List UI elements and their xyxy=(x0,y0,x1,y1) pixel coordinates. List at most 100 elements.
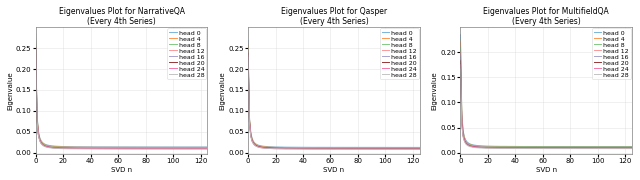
head 0 xyxy=(287,146,294,148)
head 12 xyxy=(182,147,189,149)
head 16 xyxy=(456,55,464,57)
head 24 xyxy=(335,148,342,150)
head 0 xyxy=(32,33,40,35)
head 0 xyxy=(97,146,104,148)
Line: head 28: head 28 xyxy=(248,57,422,149)
head 0 xyxy=(335,146,342,148)
head 12 xyxy=(97,147,104,149)
head 12 xyxy=(74,147,82,149)
head 28 xyxy=(244,56,252,58)
head 24 xyxy=(521,147,529,149)
head 4 xyxy=(419,147,426,149)
Y-axis label: Eigenvalue: Eigenvalue xyxy=(432,71,438,110)
head 16 xyxy=(122,147,130,149)
head 28 xyxy=(287,148,294,150)
head 0 xyxy=(103,146,111,148)
Y-axis label: Eigenvalue: Eigenvalue xyxy=(7,71,13,110)
head 20 xyxy=(32,46,40,48)
head 0 xyxy=(606,145,614,148)
head 12 xyxy=(410,147,418,149)
head 4 xyxy=(206,146,214,148)
head 24 xyxy=(547,147,555,149)
head 4 xyxy=(547,146,555,148)
head 24 xyxy=(206,148,214,150)
head 12 xyxy=(394,147,402,149)
head 28 xyxy=(198,148,205,150)
Line: head 24: head 24 xyxy=(36,49,210,149)
head 4 xyxy=(316,147,323,149)
head 0 xyxy=(182,146,189,148)
head 0 xyxy=(547,145,555,148)
head 20 xyxy=(631,147,639,149)
head 8 xyxy=(198,147,205,149)
head 28 xyxy=(394,148,402,150)
Line: head 4: head 4 xyxy=(248,45,422,148)
head 24 xyxy=(316,148,323,150)
head 28 xyxy=(631,147,639,150)
head 16 xyxy=(287,147,294,150)
head 8 xyxy=(335,147,342,149)
Title: Eigenvalues Plot for NarrativeQA
(Every 4th Series): Eigenvalues Plot for NarrativeQA (Every … xyxy=(58,7,184,26)
head 0 xyxy=(456,34,464,36)
head 16 xyxy=(335,148,342,150)
head 16 xyxy=(623,147,630,149)
head 8 xyxy=(521,146,529,148)
head 20 xyxy=(74,147,82,150)
head 16 xyxy=(74,147,82,149)
Line: head 28: head 28 xyxy=(460,69,635,148)
head 16 xyxy=(547,147,555,149)
head 8 xyxy=(316,147,323,149)
head 12 xyxy=(499,146,507,148)
head 24 xyxy=(308,148,316,150)
head 12 xyxy=(623,147,630,149)
Line: head 4: head 4 xyxy=(460,41,635,147)
head 0 xyxy=(244,39,252,42)
head 24 xyxy=(419,148,426,150)
head 28 xyxy=(499,147,507,150)
head 12 xyxy=(521,146,529,148)
head 24 xyxy=(32,48,40,50)
head 0 xyxy=(521,145,529,148)
head 20 xyxy=(394,148,402,150)
head 16 xyxy=(521,146,529,148)
head 20 xyxy=(547,147,555,149)
Line: head 16: head 16 xyxy=(460,56,635,148)
head 12 xyxy=(244,48,252,50)
head 24 xyxy=(244,54,252,56)
Line: head 12: head 12 xyxy=(460,52,635,148)
head 0 xyxy=(206,146,214,148)
Line: head 8: head 8 xyxy=(248,47,422,148)
head 28 xyxy=(206,148,214,150)
head 4 xyxy=(287,147,294,149)
Line: head 20: head 20 xyxy=(36,47,210,149)
head 24 xyxy=(623,147,630,149)
head 8 xyxy=(97,147,104,149)
head 12 xyxy=(528,147,536,149)
head 16 xyxy=(410,148,418,150)
head 28 xyxy=(74,148,82,150)
head 24 xyxy=(182,148,189,150)
head 16 xyxy=(308,147,316,150)
head 16 xyxy=(499,146,507,148)
head 8 xyxy=(206,147,214,149)
head 8 xyxy=(103,147,111,149)
head 4 xyxy=(410,147,418,149)
head 12 xyxy=(122,147,130,149)
head 16 xyxy=(316,147,323,150)
head 12 xyxy=(606,147,614,149)
head 24 xyxy=(97,147,104,150)
head 0 xyxy=(410,146,418,148)
head 24 xyxy=(499,147,507,149)
head 12 xyxy=(287,147,294,149)
head 8 xyxy=(308,147,316,149)
head 24 xyxy=(198,148,205,150)
Line: head 16: head 16 xyxy=(248,51,422,149)
head 12 xyxy=(103,147,111,149)
head 8 xyxy=(456,46,464,48)
head 16 xyxy=(606,147,614,149)
head 20 xyxy=(206,148,214,150)
head 4 xyxy=(182,146,189,148)
head 24 xyxy=(103,147,111,150)
head 20 xyxy=(182,148,189,150)
head 24 xyxy=(606,147,614,149)
